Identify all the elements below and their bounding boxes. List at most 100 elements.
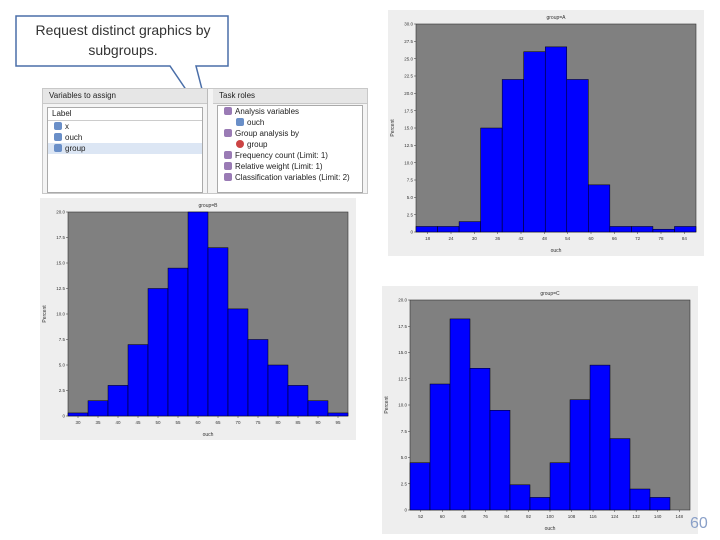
chart-svg: group=A Percent ouch 0 2.5 5.0 7.5 10.0 12.5 15.0… [388,10,704,256]
y-tick-label: 10.0 [56,312,65,317]
y-tick-label: 10.0 [398,403,407,408]
x-axis-label: ouch [203,432,214,438]
x-tick-label: 30 [472,236,478,241]
histogram-bar [147,288,169,417]
x-tick-label: 75 [255,420,261,425]
x-tick-label: 85 [295,420,301,425]
role-classification-variables[interactable]: Classification variables (Limit: 2) [218,172,362,183]
x-tick-label: 54 [565,236,571,241]
histogram-bar [469,368,491,511]
histogram-bar [409,462,431,511]
y-tick-label: 30.0 [404,22,413,27]
histogram-bar [207,247,229,417]
x-tick-label: 50 [155,420,161,425]
y-tick-label: 15.0 [56,261,65,266]
x-tick-label: 80 [275,420,281,425]
variable-item-group[interactable]: group [48,143,202,154]
histogram-bar [429,383,451,511]
y-tick-label: 17.5 [398,324,407,329]
numeric-variable-icon [54,133,62,141]
chart-title: group=A [546,15,566,21]
histogram-bar [415,226,438,233]
x-tick-label: 35 [95,420,101,425]
y-tick-label: 27.5 [404,39,413,44]
histogram-bar [569,399,591,511]
chart-title: group=C [540,291,560,297]
x-tick-label: 18 [425,236,431,241]
histogram-bar [107,385,129,417]
numeric-variable-icon [54,122,62,130]
histogram-bar [649,497,671,511]
x-axis-label: ouch [551,248,562,254]
variables-to-assign-column: Variables to assign Label x ouch group [43,89,208,193]
histogram-bar [609,226,632,233]
x-tick-label: 36 [495,236,501,241]
y-tick-label: 12.5 [56,286,65,291]
y-tick-label: 17.5 [404,108,413,113]
histogram-bar [449,318,471,511]
variable-item-ouch[interactable]: ouch [48,132,202,143]
y-tick-label: 20.0 [404,91,413,96]
y-axis-label: Percent [384,396,390,414]
role-item-ouch[interactable]: ouch [218,117,362,128]
y-tick-label: 20.0 [56,210,65,215]
y-axis-label: Percent [42,305,48,323]
x-tick-label: 65 [215,420,221,425]
histogram-bar [674,226,697,233]
histogram-bar [588,184,611,233]
role-icon [224,151,232,159]
y-tick-label: 2.5 [401,481,408,486]
numeric-variable-icon [236,118,244,126]
x-tick-label: 132 [632,514,640,519]
histogram-bar [247,339,269,417]
histogram-bar [87,400,109,417]
histogram-group-b: group=B Percent ouch 0 2.5 5.0 7.5 10.0 12.5 15.0… [40,198,356,440]
task-roles-list: Analysis variables ouch Group analysis b… [217,105,363,193]
x-tick-label: 66 [612,236,618,241]
x-tick-label: 148 [675,514,683,519]
histogram-bar [187,211,209,417]
histogram-bar [544,46,568,233]
y-tick-label: 22.5 [404,74,413,79]
x-tick-label: 45 [135,420,141,425]
role-group-analysis-by[interactable]: Group analysis by [218,128,362,139]
histogram-bar [267,364,289,417]
role-relative-weight[interactable]: Relative weight (Limit: 1) [218,161,362,172]
y-tick-label: 5.0 [401,455,408,460]
x-tick-label: 124 [611,514,619,519]
x-tick-label: 140 [654,514,662,519]
histogram-group-c: group=C Percent ouch 0 2.5 5.0 7.5 10.0 12.5 15.0… [382,286,698,534]
role-frequency-count[interactable]: Frequency count (Limit: 1) [218,150,362,161]
x-tick-label: 48 [542,236,548,241]
histogram-bar [549,462,571,511]
x-tick-label: 24 [448,236,454,241]
variable-item-x[interactable]: x [48,121,202,132]
x-tick-label: 55 [175,420,181,425]
numeric-variable-icon [54,144,62,152]
task-roles-column: Task roles Analysis variables ouch Group… [213,89,367,193]
histogram-bar [509,484,531,511]
chart-svg: group=C Percent ouch 0 2.5 5.0 7.5 10.0 12.5 15.0… [382,286,698,534]
x-tick-label: 70 [235,420,241,425]
x-tick-label: 60 [195,420,201,425]
y-tick-label: 25.0 [404,56,413,61]
label-header: Label [48,108,202,121]
x-tick-label: 78 [658,236,664,241]
task-roles-panel: Variables to assign Label x ouch group T… [42,88,368,194]
role-icon [224,162,232,170]
histogram-bar [437,226,460,233]
y-tick-label: 20.0 [398,298,407,303]
role-item-group[interactable]: group [218,139,362,150]
group-variable-icon [236,140,244,148]
role-analysis-variables[interactable]: Analysis variables [218,106,362,117]
x-tick-label: 60 [440,514,446,519]
y-axis-label: Percent [390,119,396,137]
role-icon [224,129,232,137]
histogram-bar [67,412,89,417]
y-tick-label: 2.5 [59,388,66,393]
histogram-bar [501,79,524,233]
x-tick-label: 60 [588,236,594,241]
histogram-bar [127,344,149,417]
y-tick-label: 2.5 [407,212,414,217]
histogram-bar [287,385,309,417]
